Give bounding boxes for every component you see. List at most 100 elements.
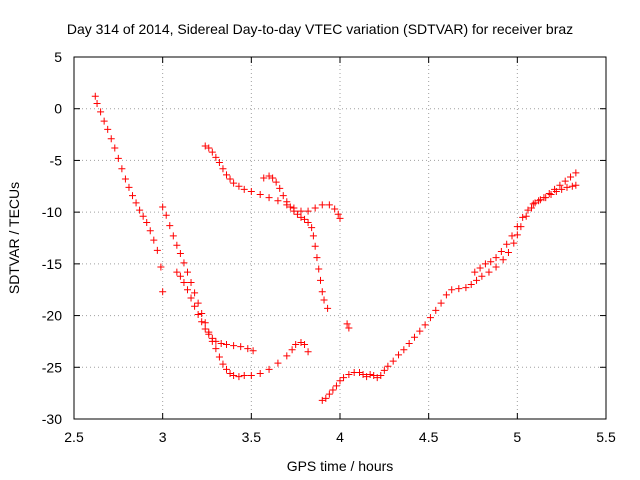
data-point-marker (462, 284, 470, 292)
data-point-marker (308, 224, 316, 232)
data-point-marker (279, 192, 287, 200)
data-point-marker (187, 294, 195, 302)
data-point-marker (373, 374, 381, 382)
data-point-marker (377, 372, 385, 380)
series-track-g (318, 181, 580, 404)
data-point-marker (176, 250, 184, 258)
x-tick-label: 3 (159, 429, 167, 445)
data-point-marker (356, 368, 364, 376)
data-point-marker (473, 276, 481, 284)
data-point-marker (153, 246, 161, 254)
data-point-marker (311, 204, 319, 212)
data-point-marker (208, 334, 216, 342)
data-point-marker (173, 241, 181, 249)
series-track-e (260, 172, 332, 312)
data-point-marker (558, 185, 566, 193)
data-point-marker (226, 175, 234, 183)
y-tick-label: 5 (54, 49, 62, 65)
data-point-marker (561, 177, 569, 185)
data-point-marker (183, 268, 191, 276)
data-point-marker (345, 324, 353, 332)
data-point-marker (256, 191, 264, 199)
data-point-marker (247, 372, 255, 380)
data-point-marker (247, 187, 255, 195)
data-point-marker (318, 288, 326, 296)
data-point-marker (292, 341, 300, 349)
data-point-marker (315, 265, 323, 273)
chart-title: Day 314 of 2014, Sidereal Day-to-day VTE… (67, 21, 573, 37)
y-tick-label: -25 (42, 359, 62, 375)
data-point-marker (237, 343, 245, 351)
data-point-marker (223, 341, 231, 349)
data-point-marker (324, 304, 332, 312)
data-point-marker (212, 337, 220, 345)
y-tick-labels: 5 0 -5 -10 -15 -20 -25 -30 (42, 49, 62, 427)
data-point-marker (132, 199, 140, 207)
data-point-marker (139, 212, 147, 220)
data-point-marker (208, 148, 216, 156)
data-point-marker (524, 206, 532, 214)
data-point-marker (508, 232, 516, 240)
data-point-marker (340, 374, 348, 382)
data-point-marker (322, 394, 330, 402)
data-point-marker (492, 263, 500, 271)
data-point-marker (265, 194, 273, 202)
x-tick-label: 5.5 (596, 429, 616, 445)
data-point-marker (290, 207, 298, 215)
data-point-marker (215, 158, 223, 166)
data-point-marker (223, 171, 231, 179)
data-point-marker (336, 214, 344, 222)
data-point-marker (545, 190, 553, 198)
data-point-marker (551, 185, 559, 193)
data-point-marker (487, 258, 495, 266)
data-point-marker (481, 260, 489, 268)
series-track-d (201, 142, 344, 222)
data-point-marker (212, 345, 220, 353)
data-point-marker (432, 306, 440, 314)
data-point-marker (265, 172, 273, 180)
data-point-marker (201, 142, 209, 150)
data-point-marker (572, 169, 580, 177)
data-point-marker (272, 178, 280, 186)
data-point-marker (244, 345, 252, 353)
data-point-marker (269, 174, 277, 182)
data-point-marker (535, 197, 543, 205)
data-point-marker (219, 360, 227, 368)
data-point-marker (426, 314, 434, 322)
data-point-marker (485, 268, 493, 276)
data-point-marker (318, 201, 326, 209)
y-tick-label: -20 (42, 308, 62, 324)
data-point-marker (194, 311, 202, 319)
data-point-marker (286, 203, 294, 211)
data-point-marker (513, 223, 521, 231)
data-point-marker (363, 373, 371, 381)
data-point-marker (297, 338, 305, 346)
data-point-marker (100, 117, 108, 125)
data-point-marker (256, 369, 264, 377)
data-point-marker (159, 203, 167, 211)
data-point-marker (191, 289, 199, 297)
data-point-marker (212, 153, 220, 161)
x-axis-label: GPS time / hours (287, 458, 394, 474)
data-point-marker (136, 206, 144, 214)
data-point-marker (146, 227, 154, 235)
data-point-marker (522, 212, 530, 220)
axis-ticks (73, 56, 607, 420)
data-point-marker (198, 318, 206, 326)
data-point-marker (169, 232, 177, 240)
data-point-marker (455, 285, 463, 293)
data-point-marker (529, 200, 537, 208)
data-point-marker (320, 296, 328, 304)
y-tick-label: 0 (54, 101, 62, 117)
data-point-marker (201, 319, 209, 327)
data-point-marker (359, 371, 367, 379)
data-point-marker (304, 207, 312, 215)
data-point-marker (240, 372, 248, 380)
data-point-marker (226, 369, 234, 377)
data-point-marker (336, 377, 344, 385)
data-point-marker (162, 211, 170, 219)
data-point-marker (201, 325, 209, 333)
data-point-marker (343, 320, 351, 328)
data-point-marker (173, 268, 181, 276)
